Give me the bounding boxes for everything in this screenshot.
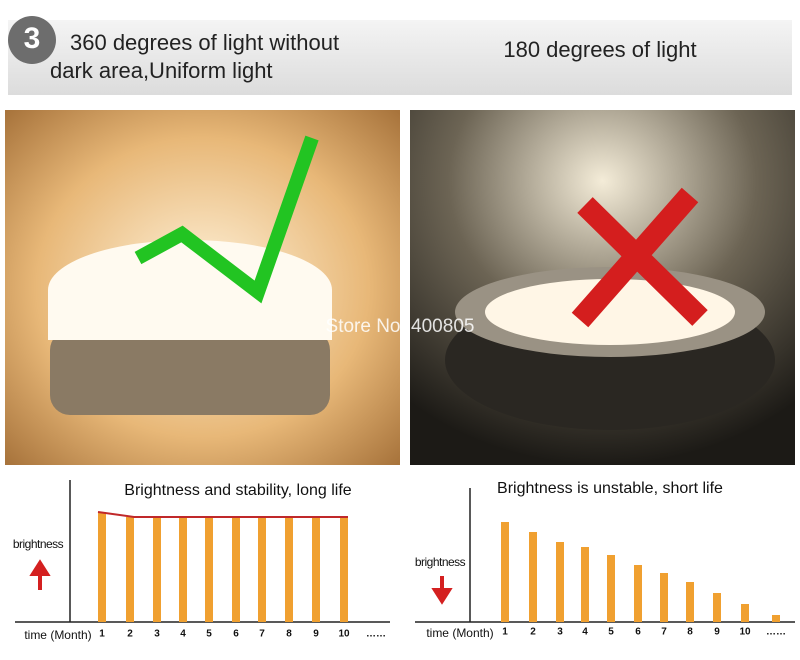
x-tick-label: 4 [582,627,588,638]
x-tick-label: 3 [154,629,160,640]
watermark: Store No: 400805 [326,316,475,337]
chart-title: Brightness and stability, long life [124,482,351,499]
bar [153,517,161,622]
y-axis-label: brightness [13,537,64,551]
bar [741,604,749,622]
bar [556,542,564,622]
bar [660,573,668,622]
bar [501,522,509,622]
x-axis-label: time (Month) [24,628,91,642]
x-tick-label: 10 [739,627,751,638]
header-band [8,20,792,95]
x-tick-label: 8 [687,627,693,638]
x-tick-label: 8 [286,629,292,640]
bar [126,517,134,622]
lamp-top [48,290,332,340]
badge-number: 3 [24,22,41,55]
x-tick-label: 3 [557,627,563,638]
bar [340,517,348,622]
right-heading: 180 degrees of light [503,37,696,62]
bar [581,547,589,622]
lamp-body [50,330,330,415]
x-tick-label: 5 [608,627,614,638]
x-tick-label: 10 [338,629,350,640]
x-tick-label: …… [766,627,786,638]
bar [285,517,293,622]
x-tick-label: 2 [530,627,536,638]
y-axis-label: brightness [415,555,466,569]
bar [312,517,320,622]
up-arrow [29,559,51,590]
bar [529,532,537,622]
x-tick-label: 7 [259,629,265,640]
x-tick-label: …… [366,629,386,640]
bar [232,517,240,622]
x-tick-label: 6 [635,627,641,638]
bar [607,555,615,622]
left-heading: 360 degrees of light without [70,30,339,55]
x-tick-label: 7 [661,627,667,638]
cross-mark [571,187,708,328]
x-tick-label: 6 [233,629,239,640]
x-tick-label: 1 [502,627,508,638]
bar [179,517,187,622]
check-mark [134,135,319,304]
x-tick-label: 9 [714,627,720,638]
bar [772,615,780,622]
chart-title: Brightness is unstable, short life [497,480,723,497]
trend-line [97,511,348,518]
x-tick-label: 9 [313,629,319,640]
down-arrow [431,576,453,605]
bar [258,517,266,622]
bar [634,565,642,622]
x-tick-label: 2 [127,629,133,640]
bar [686,582,694,622]
bar [205,517,213,622]
x-tick-label: 4 [180,629,186,640]
x-tick-label: 5 [206,629,212,640]
left-heading: dark area,Uniform light [50,58,273,83]
x-axis-label: time (Month) [426,626,493,640]
badge [8,16,56,64]
bar [98,512,106,622]
x-tick-label: 1 [99,629,105,640]
bar [713,593,721,622]
